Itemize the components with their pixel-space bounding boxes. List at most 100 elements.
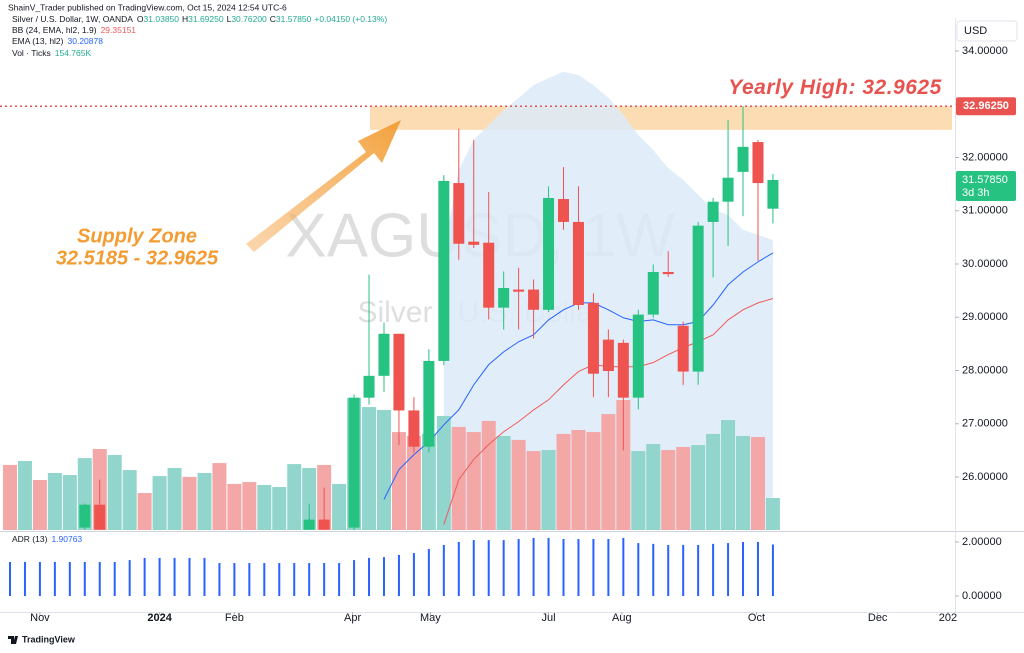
volume-bar [631,451,646,530]
adr-bar [308,563,311,596]
adr-bar [577,539,580,596]
adr-bar [263,563,266,596]
adr-bar [68,561,71,596]
candle-body [408,410,420,447]
adr-bar [173,557,176,596]
volume-bar [287,464,302,530]
volume-bar [526,451,541,530]
candle-body [483,242,495,308]
volume-bar [436,415,451,530]
change-value: +0.04150 (+0.13%) [314,14,387,24]
indicator-value: 154.765K [55,48,92,58]
adr-bar [697,544,700,596]
adr-bar [38,561,41,596]
candle-body [318,519,330,530]
footer-brand: TradingView [22,634,76,644]
adr-bar [427,549,430,596]
volume-bar [212,463,227,530]
price-badge-label: 32.96250 [963,100,1009,112]
candle-body [348,397,360,528]
volume-bar [601,414,616,530]
candle-body [617,342,629,398]
x-tick-label: Oct [748,612,765,624]
yearly-high-text: Yearly High: 32.9625 [728,76,942,99]
y-tick-label: 28.00000 [962,364,1008,376]
adr-bar [203,557,206,596]
y-tick-label: 0.00000 [962,590,1002,602]
y-tick-label: 34.00000 [962,45,1008,57]
volume-bar [107,455,122,530]
y-tick-label: 29.00000 [962,311,1008,323]
volume-bar [511,439,526,530]
adr-bar [113,561,116,596]
price-pane: XAGUSD, 1WSilver / U.S. Dollar [2,71,952,530]
ohlc-key: H [182,14,188,24]
volume-bar [721,420,736,530]
volume-bar [391,432,406,530]
adr-pane [8,537,774,596]
volume-bar [362,407,377,530]
adr-bar [278,563,281,596]
adr-bar [472,540,475,596]
volume-bar [32,480,47,530]
candle-body [423,360,435,447]
candle-body [558,199,570,222]
indicator-legend: Vol · Ticks 154.765K [12,48,91,58]
candle-body [378,333,390,376]
volume-bar [706,433,721,530]
adr-bar [218,563,221,596]
volume-bar [47,472,62,530]
adr-bar [128,560,131,596]
volume-bar [406,435,421,530]
indicator-value: 29.35151 [101,25,137,35]
publisher-line: ShainV_Trader published on TradingView.c… [8,2,287,12]
indicator-name: Vol · Ticks [12,48,51,58]
adr-bar [532,537,535,596]
adr-bar [233,563,236,596]
volume-bar [616,400,631,530]
adr-bar [53,561,56,596]
volume-bar [2,464,17,530]
volume-bar [17,460,32,530]
candle-body [767,179,779,209]
indicator-value: 30.20878 [68,36,104,46]
x-tick-label: Dec [868,612,888,624]
candle-body [438,180,450,361]
candle-body [647,271,659,315]
indicator-name: EMA (13, hl2) [12,36,64,46]
price-badge [956,97,1016,116]
symbol-name: Silver / U.S. Dollar, 1W, OANDA [12,14,133,24]
adr-bar [712,543,715,596]
volume-bar [676,446,691,530]
adr-bar [667,544,670,596]
candle-body [528,289,540,310]
volume-bar [197,472,212,530]
candle-body [94,504,106,530]
adr-bar [562,539,565,596]
ohlc-value: 31.57850 [276,14,312,24]
candle-body [303,519,315,530]
adr-bar [457,541,460,596]
adr-bar [188,557,191,596]
last-price-badge [956,170,1016,201]
candle-body [677,325,689,372]
volume-bar [302,468,317,530]
adr-bar [592,539,595,596]
volume-bar [556,433,571,530]
candle-body [692,225,704,372]
volume-bar [152,476,167,530]
ohlc-key: O [137,14,144,24]
volume-bar [481,420,496,530]
candle-body [737,146,749,172]
candle-body [393,333,405,411]
y-tick-label: 2.00000 [962,536,1002,548]
volume-bar [257,484,272,530]
adr-bar [412,553,415,596]
volume-bar [646,444,661,530]
adr-bar [338,563,341,596]
adr-bar [637,543,640,596]
candle-body [363,375,375,398]
adr-bar [502,540,505,596]
